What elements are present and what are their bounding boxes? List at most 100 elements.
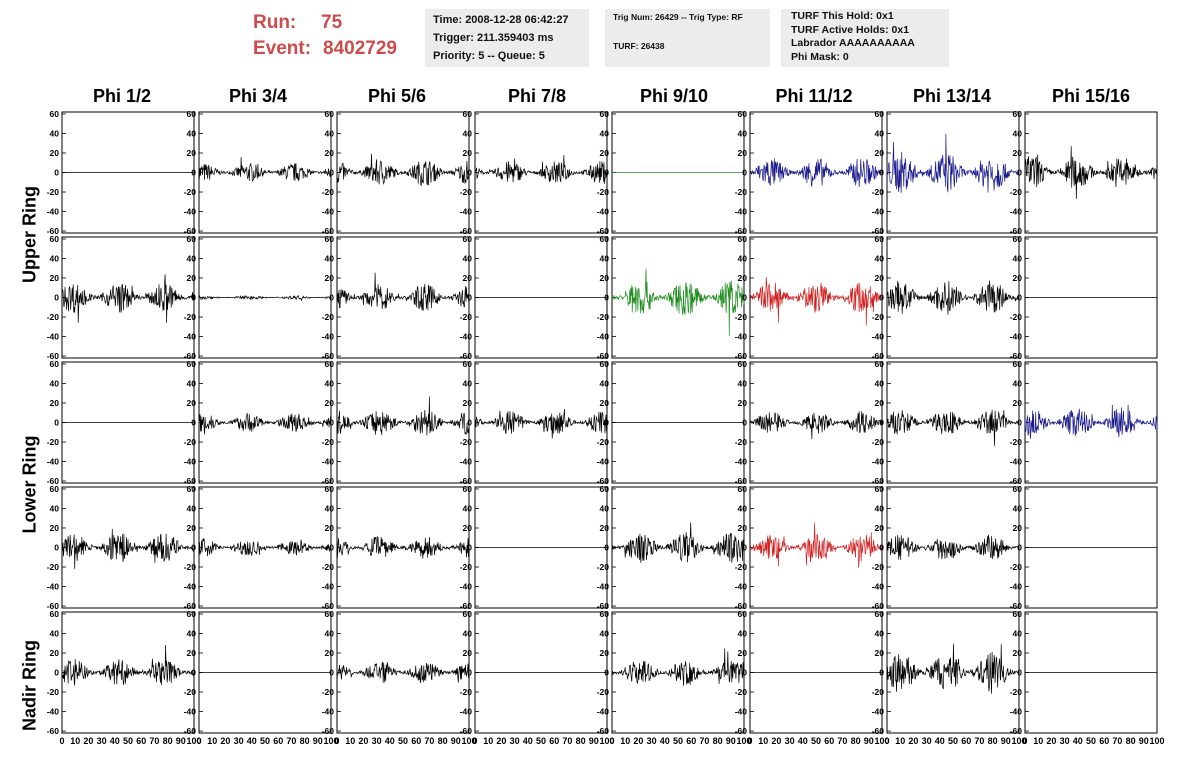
waveform-panel-r0-c5: 60 40 20 0 -20 -40 -60	[735, 109, 883, 236]
x-tick-label: 50	[123, 736, 133, 746]
y-tick-label: 0	[191, 418, 196, 428]
y-tick-label: 0	[329, 543, 334, 553]
waveform-panel-r0-c6: 60 40 20 0 -20 -40 -60	[872, 109, 1020, 236]
phi-mask-text: Phi Mask: 0	[791, 50, 849, 63]
waveform-trace	[886, 133, 1020, 193]
x-tick-label: 10	[70, 736, 80, 746]
y-tick-label: 0	[54, 293, 59, 303]
x-tick-label: 100	[461, 736, 476, 746]
waveform-trace	[336, 272, 470, 311]
y-tick-label: 40	[187, 128, 197, 138]
y-tick-label: -20	[184, 562, 197, 572]
y-tick-label: -60	[872, 601, 885, 611]
y-tick-label: 20	[325, 523, 335, 533]
y-tick-label: -20	[47, 562, 60, 572]
panel-frame	[886, 111, 1020, 234]
y-tick-label: -40	[735, 457, 748, 467]
x-tick-label: 90	[176, 736, 186, 746]
trigger-info-panel: Trig Num: 26429 -- Trig Type: RF TURF: 2…	[605, 9, 770, 67]
turf-active-holds-text: TURF Active Holds: 0x1	[791, 23, 910, 36]
x-tick-label: 20	[358, 736, 368, 746]
y-tick-label: 40	[187, 503, 197, 513]
waveform-trace	[611, 268, 745, 336]
waveform-trace	[61, 274, 195, 323]
y-tick-label: 60	[187, 234, 197, 244]
x-tick-label: 40	[385, 736, 395, 746]
x-tick-label: 40	[110, 736, 120, 746]
y-tick-label: 60	[738, 609, 748, 619]
x-tick-label: 10	[483, 736, 493, 746]
y-tick-label: 40	[463, 628, 473, 638]
y-tick-label: -40	[184, 707, 197, 717]
waveform-panel-r1-c7: 60 40 20 0 -20 -40 -60	[1010, 234, 1158, 361]
y-tick-label: -40	[1010, 332, 1023, 342]
time-info-panel: Time: 2008-12-28 06:42:27 Trigger: 211.3…	[425, 9, 589, 67]
y-tick-label: 0	[1017, 293, 1022, 303]
y-tick-label: 60	[187, 609, 197, 619]
y-tick-label: 0	[191, 668, 196, 678]
y-tick-label: 20	[738, 398, 748, 408]
waveform-panel-r2-c7: 60 40 20 0 -20 -40 -60	[1010, 359, 1158, 486]
y-tick-label: 60	[600, 234, 610, 244]
waveform-trace	[336, 661, 470, 683]
y-tick-label: -40	[460, 207, 473, 217]
y-tick-label: 0	[467, 418, 472, 428]
y-tick-label: 60	[875, 234, 885, 244]
waveform-panel-r3-c3: 60 40 20 0 -20 -40 -60	[460, 484, 608, 611]
y-tick-label: 0	[191, 168, 196, 178]
waveform-trace	[336, 396, 470, 436]
y-tick-label: 20	[50, 148, 60, 158]
y-tick-label: 60	[738, 484, 748, 494]
y-tick-label: 0	[191, 543, 196, 553]
y-tick-label: 40	[50, 128, 60, 138]
waveform-panel-r1-c6: 60 40 20 0 -20 -40 -60	[872, 234, 1020, 361]
y-tick-label: -60	[1010, 601, 1023, 611]
y-tick-label: -60	[184, 351, 197, 361]
y-tick-label: -40	[872, 457, 885, 467]
waveform-trace	[749, 522, 883, 568]
y-tick-label: 40	[1013, 628, 1023, 638]
waveform-trace	[336, 153, 470, 187]
y-tick-label: 20	[50, 273, 60, 283]
y-tick-label: -60	[460, 226, 473, 236]
x-tick-label: 20	[633, 736, 643, 746]
x-tick-label: 90	[589, 736, 599, 746]
x-tick-label: 30	[234, 736, 244, 746]
waveform-trace	[749, 411, 883, 440]
y-tick-label: 0	[54, 168, 59, 178]
y-tick-label: -40	[872, 332, 885, 342]
y-tick-label: 20	[50, 523, 60, 533]
waveform-panel-r3-c4: 60 40 20 0 -20 -40 -60	[597, 484, 745, 611]
y-tick-label: -60	[872, 726, 885, 736]
y-tick-label: 20	[738, 648, 748, 658]
x-tick-label: 30	[1060, 736, 1070, 746]
y-tick-label: 0	[742, 543, 747, 553]
y-tick-label: -40	[322, 457, 335, 467]
y-tick-label: -20	[597, 687, 610, 697]
x-tick-label: 90	[864, 736, 874, 746]
y-tick-label: 20	[463, 398, 473, 408]
waveform-panel-r1-c5: 60 40 20 0 -20 -40 -60	[735, 234, 883, 361]
y-tick-label: 40	[875, 503, 885, 513]
waveform-trace	[749, 158, 883, 188]
event-value: 8402729	[323, 38, 397, 59]
y-tick-label: -40	[460, 457, 473, 467]
waveform-panel-r0-c4: 60 40 20 0 -20 -40 -60	[597, 109, 745, 236]
x-tick-label: 80	[988, 736, 998, 746]
y-tick-label: 60	[325, 359, 335, 369]
run-value: 75	[321, 12, 343, 33]
x-tick-label: 0	[59, 736, 64, 746]
y-tick-label: 40	[738, 378, 748, 388]
y-tick-label: -40	[460, 332, 473, 342]
x-tick-label: 60	[686, 736, 696, 746]
y-tick-label: 40	[50, 253, 60, 263]
y-tick-label: -40	[184, 207, 197, 217]
y-tick-label: 40	[875, 253, 885, 263]
x-tick-label: 80	[851, 736, 861, 746]
waveform-trace	[474, 409, 608, 439]
y-tick-label: 0	[329, 293, 334, 303]
